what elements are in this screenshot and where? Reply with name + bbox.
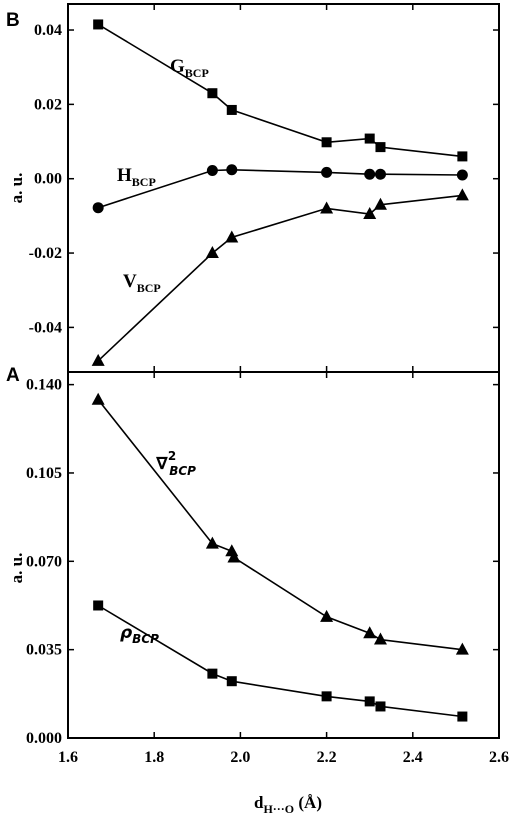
panel-a-y-tick-label: 0.035 — [26, 642, 62, 659]
panel-a-series-0-point — [205, 536, 219, 549]
panel-b-label: B — [6, 10, 20, 31]
panel-b-series-0-point — [321, 137, 332, 148]
panel-a-series-1-point — [207, 668, 218, 679]
panel-b-series-0-point — [375, 142, 386, 153]
panel-b-series-1-point — [92, 202, 104, 214]
x-tick-label: 2.0 — [230, 749, 250, 766]
panel-a-y-tick-label: 0.070 — [26, 553, 62, 570]
x-tick-label: 1.6 — [58, 749, 78, 766]
panel-a-series-1-point — [93, 600, 104, 611]
series-label-v-bcp: VBCP — [123, 271, 161, 295]
x-axis-title: dH···O (Å) — [254, 793, 322, 816]
series-label-rho-bcp: ρBCP — [120, 623, 159, 646]
series-label-nabla2-bcp: ∇2 BCP — [156, 449, 196, 478]
panel-b-series-0-line — [97, 23, 463, 158]
x-tick-label: 1.8 — [144, 749, 164, 766]
panel-a: A a. u. 0.140 0.105 0.070 0.035 0.000 1.6 1.8… — [6, 365, 509, 816]
panel-b-y-axis-title: a. u. — [7, 173, 26, 204]
panel-a-series-1-point — [364, 696, 375, 707]
panel-a-series-0-point — [455, 642, 469, 655]
panel-b-series-1-point — [206, 165, 218, 177]
panel-a-series-0-point — [320, 609, 334, 622]
panel-b-series-2-point — [205, 246, 219, 259]
panel-b-series-1-point — [321, 166, 333, 178]
panel-b: B a. u. 0.04 0.02 0.00 -0.02 -0.04 GBCP HBCP… — [6, 3, 500, 373]
panel-a-series-1-point — [375, 701, 386, 712]
panel-a-series — [91, 392, 469, 722]
panel-a-label: A — [6, 365, 20, 386]
panel-a-series-0-point — [227, 550, 241, 563]
panel-b-series-1-point — [374, 168, 386, 180]
panel-b-series-0-point — [364, 133, 375, 144]
panel-b-series-1-point — [364, 168, 376, 180]
panel-b-series-2-line — [97, 194, 463, 362]
x-tick-label: 2.2 — [317, 749, 337, 766]
panel-a-x-ticks: 1.6 1.8 2.0 2.2 2.4 2.6 — [58, 372, 509, 766]
panel-a-y-axis-title: a. u. — [7, 553, 26, 584]
panel-a-series-0-line — [97, 399, 463, 651]
x-tick-label: 2.4 — [403, 749, 423, 766]
series-label-h-bcp: HBCP — [117, 165, 156, 189]
panel-b-y-tick-label: -0.02 — [29, 245, 62, 262]
panel-b-y-tick-label: 0.02 — [34, 96, 62, 113]
panel-b-series-0-point — [226, 104, 237, 115]
panel-b-series-2-point — [91, 353, 105, 366]
panel-a-y-tick-label: 0.140 — [26, 377, 62, 394]
panel-b-series-2-point — [373, 197, 387, 210]
panel-a-y-ticks: 0.140 0.105 0.070 0.035 0.000 — [26, 377, 499, 747]
panel-a-series-1-point — [457, 711, 468, 722]
panel-b-series-2-point — [225, 230, 239, 243]
panel-b-series-0-point — [207, 88, 218, 99]
x-tick-label: 2.6 — [489, 749, 509, 766]
panel-b-series — [91, 19, 469, 366]
panel-a-frame — [67, 371, 500, 739]
panel-a-series-1-line — [97, 604, 463, 718]
panel-a-series-0-point — [363, 626, 377, 639]
panel-b-y-tick-label: -0.04 — [29, 319, 62, 336]
panel-b-series-2-point — [320, 201, 334, 214]
panel-b-y-ticks: 0.04 0.02 0.00 -0.02 -0.04 — [29, 22, 499, 336]
panel-b-series-2-point — [363, 207, 377, 220]
panel-b-series-1-point — [226, 164, 238, 176]
panel-b-series-0-point — [93, 19, 104, 30]
panel-a-series-0-point — [91, 392, 105, 405]
panel-a-y-tick-label: 0.105 — [26, 465, 62, 482]
panel-b-y-tick-label: 0.00 — [34, 171, 62, 188]
panel-b-series-2-point — [455, 188, 469, 201]
series-label-g-bcp: GBCP — [170, 56, 209, 80]
panel-a-series-1-point — [226, 676, 237, 687]
panel-a-series-0-point — [373, 632, 387, 645]
panel-a-y-tick-label: 0.000 — [26, 730, 62, 747]
panel-a-series-1-point — [321, 691, 332, 702]
panel-b-series-0-point — [457, 151, 468, 162]
panel-b-series-1-point — [456, 169, 468, 181]
panel-b-y-tick-label: 0.04 — [34, 22, 62, 39]
